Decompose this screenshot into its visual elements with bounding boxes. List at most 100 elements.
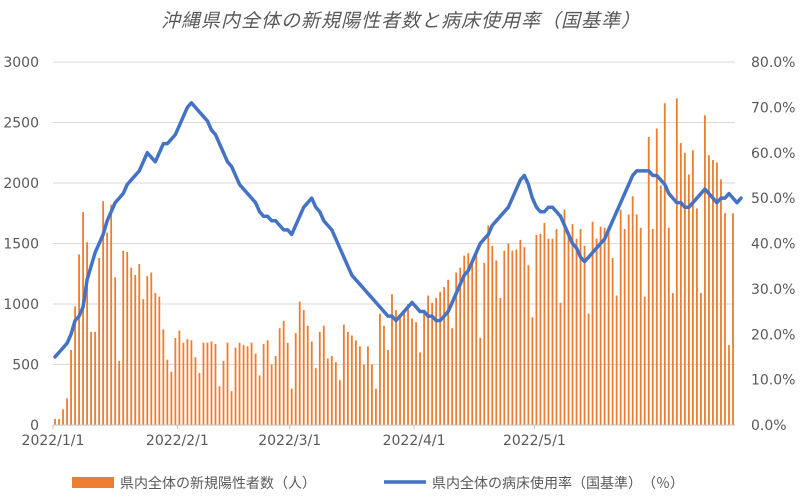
y-axis-right: 0.0% 10.0% 20.0% 30.0% 40.0% 50.0% 60.0% 70.0% 8…	[751, 55, 795, 434]
bar	[198, 372, 201, 425]
bar	[270, 364, 273, 425]
bar	[254, 353, 257, 425]
bar	[278, 328, 281, 425]
bar	[330, 356, 333, 425]
bar	[194, 357, 197, 425]
bar	[535, 235, 538, 425]
bar	[539, 233, 542, 425]
legend-label-bars: 県内全体の新規陽性者数（人）	[120, 475, 316, 492]
bar	[306, 325, 309, 425]
y-left-tick-label: 0	[30, 418, 39, 434]
bar	[82, 212, 84, 425]
bar	[503, 250, 506, 425]
chart-title: 沖縄県内全体の新規陽性者数と病床使用率（国基準）	[160, 10, 641, 32]
bar	[230, 391, 233, 425]
bar	[110, 204, 113, 425]
bar	[90, 331, 93, 425]
bar	[102, 201, 105, 425]
bar	[724, 213, 726, 425]
y-right-tick-label: 30.0%	[751, 282, 795, 298]
bar	[543, 222, 546, 425]
bar	[70, 349, 72, 425]
bar	[238, 342, 241, 425]
bar	[447, 279, 450, 425]
bar	[98, 258, 101, 425]
bar	[246, 346, 249, 425]
bar	[579, 228, 582, 425]
bar	[314, 368, 317, 425]
bar-series	[54, 98, 734, 426]
bar	[443, 287, 446, 425]
y-right-tick-label: 50.0%	[751, 191, 795, 207]
bar	[527, 265, 530, 425]
line-path	[53, 101, 743, 359]
bar	[583, 245, 586, 425]
bar	[459, 267, 462, 425]
bar	[599, 226, 602, 425]
x-tick-label: 2022/4/1	[383, 433, 446, 449]
x-tick-label: 2022/2/1	[146, 433, 209, 449]
bar	[363, 364, 365, 425]
bar	[683, 152, 686, 425]
bar	[391, 294, 393, 425]
bar	[411, 318, 413, 425]
bar	[202, 342, 205, 425]
bar	[218, 386, 221, 425]
bar	[687, 174, 690, 425]
x-tick-label: 2022/1/1	[22, 433, 85, 449]
bar	[66, 398, 68, 425]
bar	[142, 299, 145, 425]
bar	[106, 232, 109, 425]
bar	[94, 331, 97, 425]
y-left-tick-label: 1000	[3, 297, 39, 313]
y-left-tick-label: 2500	[3, 116, 39, 132]
bar	[607, 226, 610, 425]
y-left-tick-label: 2000	[3, 176, 39, 192]
bar	[499, 297, 502, 425]
bar	[667, 227, 670, 425]
bar	[146, 276, 149, 425]
bar	[54, 418, 56, 425]
bar	[615, 295, 618, 425]
bar	[547, 238, 550, 425]
y-right-tick-label: 80.0%	[751, 55, 795, 71]
bar	[603, 227, 606, 425]
bar	[495, 260, 498, 425]
bar	[575, 238, 578, 425]
bar	[322, 325, 325, 425]
bar	[595, 238, 598, 425]
bar	[379, 313, 381, 425]
bar	[262, 343, 265, 425]
bar	[354, 340, 357, 425]
bar	[258, 375, 261, 425]
x-axis: 2022/1/1 2022/2/1 2022/3/1 2022/4/1 2022/5/1	[22, 424, 735, 449]
legend-label-line: 県内全体の病床使用率（国基準） （％）	[432, 475, 684, 492]
bar	[375, 388, 377, 425]
bar	[58, 418, 60, 425]
y-right-tick-label: 40.0%	[751, 237, 795, 253]
bar	[639, 227, 642, 425]
legend: 県内全体の新規陽性者数（人） 県内全体の病床使用率（国基準） （％）	[72, 475, 684, 492]
bar	[571, 224, 574, 425]
bar	[531, 317, 534, 425]
bar	[712, 160, 714, 425]
bar	[728, 345, 730, 425]
bar	[587, 313, 590, 425]
bar	[318, 331, 321, 425]
bar	[551, 238, 554, 425]
line-series	[53, 101, 743, 359]
bar	[647, 137, 650, 425]
bar	[114, 277, 117, 425]
y-left-tick-label: 3000	[3, 55, 39, 71]
bar	[720, 179, 722, 425]
bar	[471, 259, 474, 425]
bar	[659, 185, 662, 425]
bar	[158, 296, 161, 425]
bar	[555, 228, 558, 425]
bar	[427, 295, 430, 425]
bar	[563, 209, 566, 425]
bar	[122, 250, 125, 425]
bar	[383, 325, 385, 425]
bar	[150, 272, 153, 425]
